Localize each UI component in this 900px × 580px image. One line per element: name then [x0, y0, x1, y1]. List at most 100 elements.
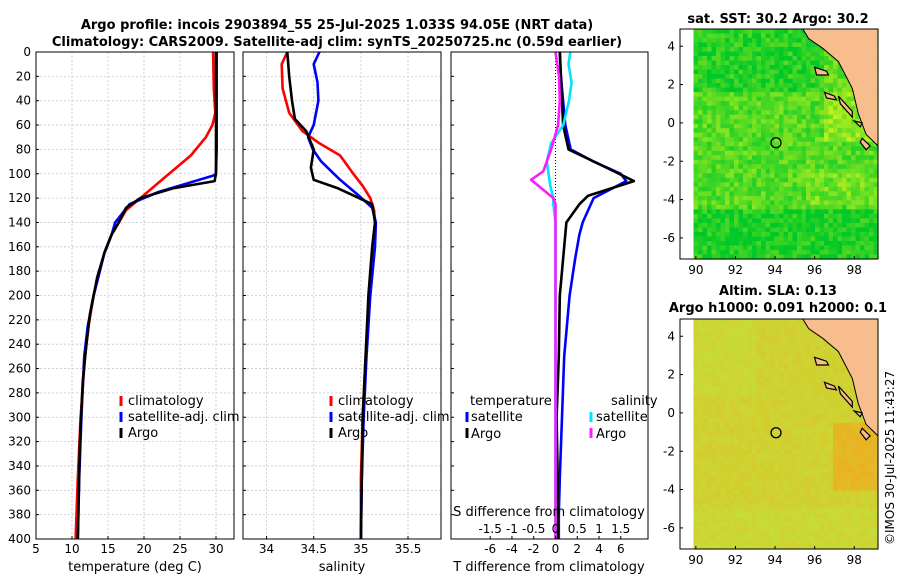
heatmap-cell [693, 467, 699, 473]
heatmap-cell [788, 332, 794, 338]
heatmap-cell [711, 436, 717, 442]
heatmap-cell [797, 213, 803, 220]
heatmap-cell [783, 155, 789, 161]
heatmap-cell [810, 409, 816, 415]
heatmap-cell [783, 38, 789, 44]
heatmap-cell [797, 530, 803, 537]
heatmap-cell [837, 481, 843, 487]
heatmap-cell [747, 141, 753, 147]
heatmap-cell [801, 74, 807, 80]
lon-tick-label: 98 [847, 553, 862, 567]
heatmap-cell [743, 236, 749, 242]
heatmap-cell [702, 373, 708, 379]
heatmap-cell [783, 539, 789, 546]
heatmap-cell [815, 236, 821, 242]
heatmap-cell [864, 494, 870, 500]
heatmap-cell [788, 254, 794, 260]
heatmap-cell [801, 65, 807, 71]
heatmap-cell [770, 74, 776, 80]
heatmap-cell [869, 218, 875, 224]
heatmap-cell [698, 413, 704, 419]
heatmap-cell [765, 222, 771, 229]
heatmap-cell [752, 485, 758, 491]
heatmap-cell [783, 69, 789, 75]
heatmap-cell [810, 47, 816, 53]
heatmap-cell [752, 200, 758, 206]
heatmap-cell [756, 240, 762, 247]
heatmap-cell [783, 508, 789, 514]
heatmap-cell [810, 92, 816, 98]
heatmap-cell [716, 481, 722, 487]
heatmap-cell [770, 512, 776, 519]
heatmap-cell [810, 83, 816, 89]
heatmap-cell [792, 209, 798, 215]
heatmap-cell [815, 195, 821, 201]
heatmap-cell [788, 449, 794, 455]
heatmap-cell [824, 56, 830, 62]
heatmap-cell [725, 141, 731, 147]
heatmap-cell [815, 254, 821, 260]
heatmap-cell [810, 195, 816, 201]
heatmap-cell [783, 42, 789, 48]
heatmap-cell [815, 368, 821, 374]
heatmap-cell [720, 449, 726, 455]
heatmap-cell [765, 382, 771, 388]
heatmap-cell [747, 323, 753, 329]
heatmap-cell [702, 83, 708, 89]
heatmap-cell [819, 355, 825, 361]
heatmap-cell [716, 539, 722, 546]
heatmap-cell [734, 69, 740, 75]
heatmap-cell [779, 481, 785, 487]
heatmap-cell [806, 521, 812, 528]
salinity-xlabel: salinity [319, 560, 366, 575]
heatmap-cell [725, 404, 731, 410]
heatmap-cell [864, 200, 870, 206]
heatmap-cell [725, 350, 731, 356]
depth-y-ticks: 0204060801001201401601802002202402602803… [8, 45, 31, 546]
heatmap-cell [842, 544, 848, 550]
depth-tick-label: 20 [16, 69, 31, 83]
heatmap-cell [779, 92, 785, 98]
heatmap-cell [833, 530, 839, 537]
heatmap-cell [693, 409, 699, 415]
heatmap-cell [716, 476, 722, 482]
heatmap-cell [725, 168, 731, 174]
heatmap-cell [851, 128, 857, 134]
heatmap-cell [756, 69, 762, 75]
heatmap-cell [761, 128, 767, 134]
heatmap-cell [824, 499, 830, 505]
heatmap-cell [716, 328, 722, 334]
heatmap-cell [846, 249, 852, 256]
heatmap-cell [792, 155, 798, 161]
heatmap-cell [734, 150, 740, 156]
heatmap-cell [702, 386, 708, 392]
heatmap-cell [783, 409, 789, 415]
heatmap-cell [747, 200, 753, 206]
heatmap-cell [792, 323, 798, 329]
heatmap-cell [842, 213, 848, 220]
heatmap-cell [774, 200, 780, 206]
heatmap-cell [756, 186, 762, 192]
heatmap-cell [738, 458, 744, 464]
heatmap-cell [792, 92, 798, 98]
heatmap-cell [734, 337, 740, 343]
heatmap-cell [734, 51, 740, 57]
heatmap-cell [734, 323, 740, 329]
heatmap-cell [698, 463, 704, 469]
heatmap-cell [770, 328, 776, 334]
heatmap-cell [702, 449, 708, 455]
heatmap-cell [810, 137, 816, 143]
heatmap-cell [837, 204, 843, 210]
heatmap-cell [824, 400, 830, 406]
heatmap-cell [824, 119, 830, 125]
heatmap-cell [707, 476, 713, 482]
heatmap-cell [815, 530, 821, 537]
heatmap-cell [698, 110, 704, 116]
heatmap-cell [725, 377, 731, 383]
heatmap-cell [779, 328, 785, 334]
heatmap-cell [693, 517, 699, 523]
heatmap-cell [869, 204, 875, 210]
heatmap-cell [828, 209, 834, 215]
heatmap-cell [828, 535, 834, 541]
island [823, 91, 838, 101]
